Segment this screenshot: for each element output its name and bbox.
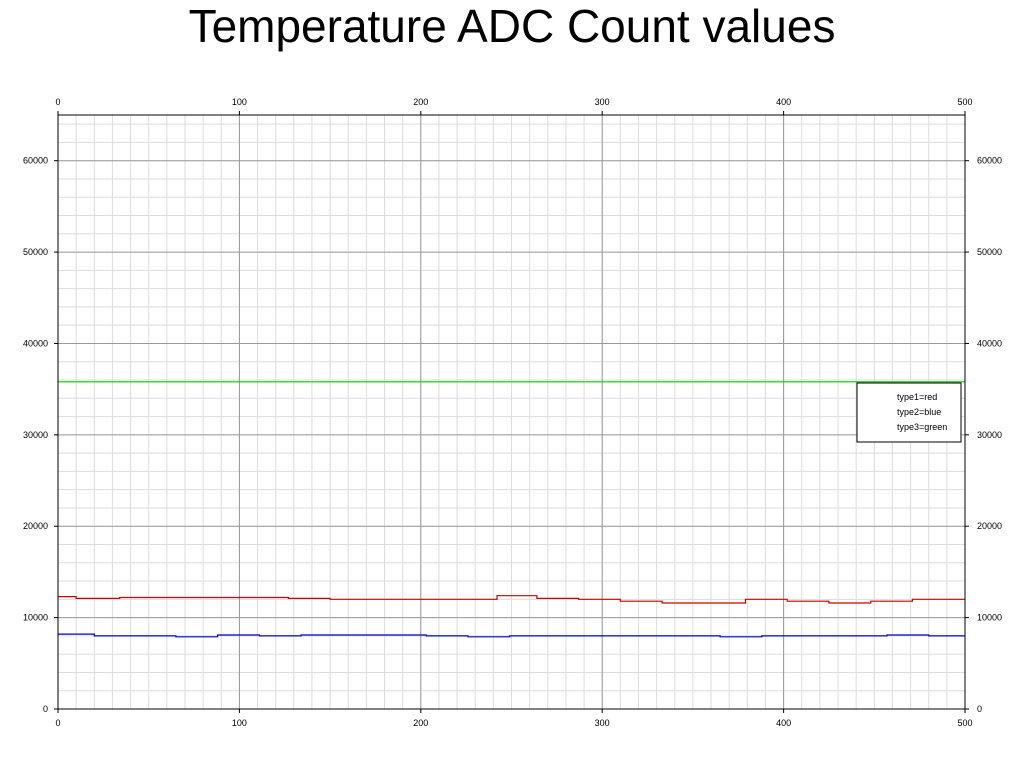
series-line-0000cc: [58, 633, 965, 638]
y-tick-label-left: 0: [43, 704, 48, 714]
x-tick-label-bottom: 100: [232, 718, 247, 728]
x-tick-label-bottom: 400: [776, 718, 791, 728]
x-tick-label-top: 400: [776, 97, 791, 107]
y-tick-label-right: 50000: [977, 247, 1002, 257]
x-tick-label-bottom: 300: [595, 718, 610, 728]
x-tick-label-bottom: 200: [413, 718, 428, 728]
y-tick-label-right: 40000: [977, 338, 1002, 348]
x-tick-label-top: 500: [957, 97, 972, 107]
x-tick-label-top: 300: [595, 97, 610, 107]
x-tick-label-bottom: 0: [55, 718, 60, 728]
plot-frame: [57, 114, 966, 710]
x-tick-label-top: 200: [413, 97, 428, 107]
axis-ticks: [54, 111, 969, 713]
y-tick-label-right: 60000: [977, 156, 1002, 166]
legend: type1=red type2=blue type3=green: [856, 382, 962, 443]
chart-title: Temperature ADC Count values: [188, 0, 836, 52]
y-tick-label-right: 30000: [977, 430, 1002, 440]
y-tick-label-left: 60000: [23, 156, 48, 166]
legend-entry: type2=blue: [897, 407, 941, 417]
legend-box: [856, 382, 962, 443]
legend-entry: type1=red: [897, 392, 937, 402]
y-tick-label-left: 20000: [23, 521, 48, 531]
series-line-cc0000: [58, 595, 965, 604]
y-tick-label-left: 30000: [23, 430, 48, 440]
y-tick-label-right: 10000: [977, 613, 1002, 623]
y-tick-label-right: 20000: [977, 521, 1002, 531]
minor-grid: [57, 115, 966, 710]
x-tick-label-top: 100: [232, 97, 247, 107]
y-tick-label-left: 10000: [23, 613, 48, 623]
series-layer: [58, 381, 965, 638]
y-tick-label-left: 50000: [23, 247, 48, 257]
x-tick-label-bottom: 500: [957, 718, 972, 728]
x-tick-label-top: 0: [55, 97, 60, 107]
y-tick-label-right: 0: [977, 704, 982, 714]
legend-entry: type3=green: [897, 422, 947, 432]
y-tick-label-left: 40000: [23, 338, 48, 348]
